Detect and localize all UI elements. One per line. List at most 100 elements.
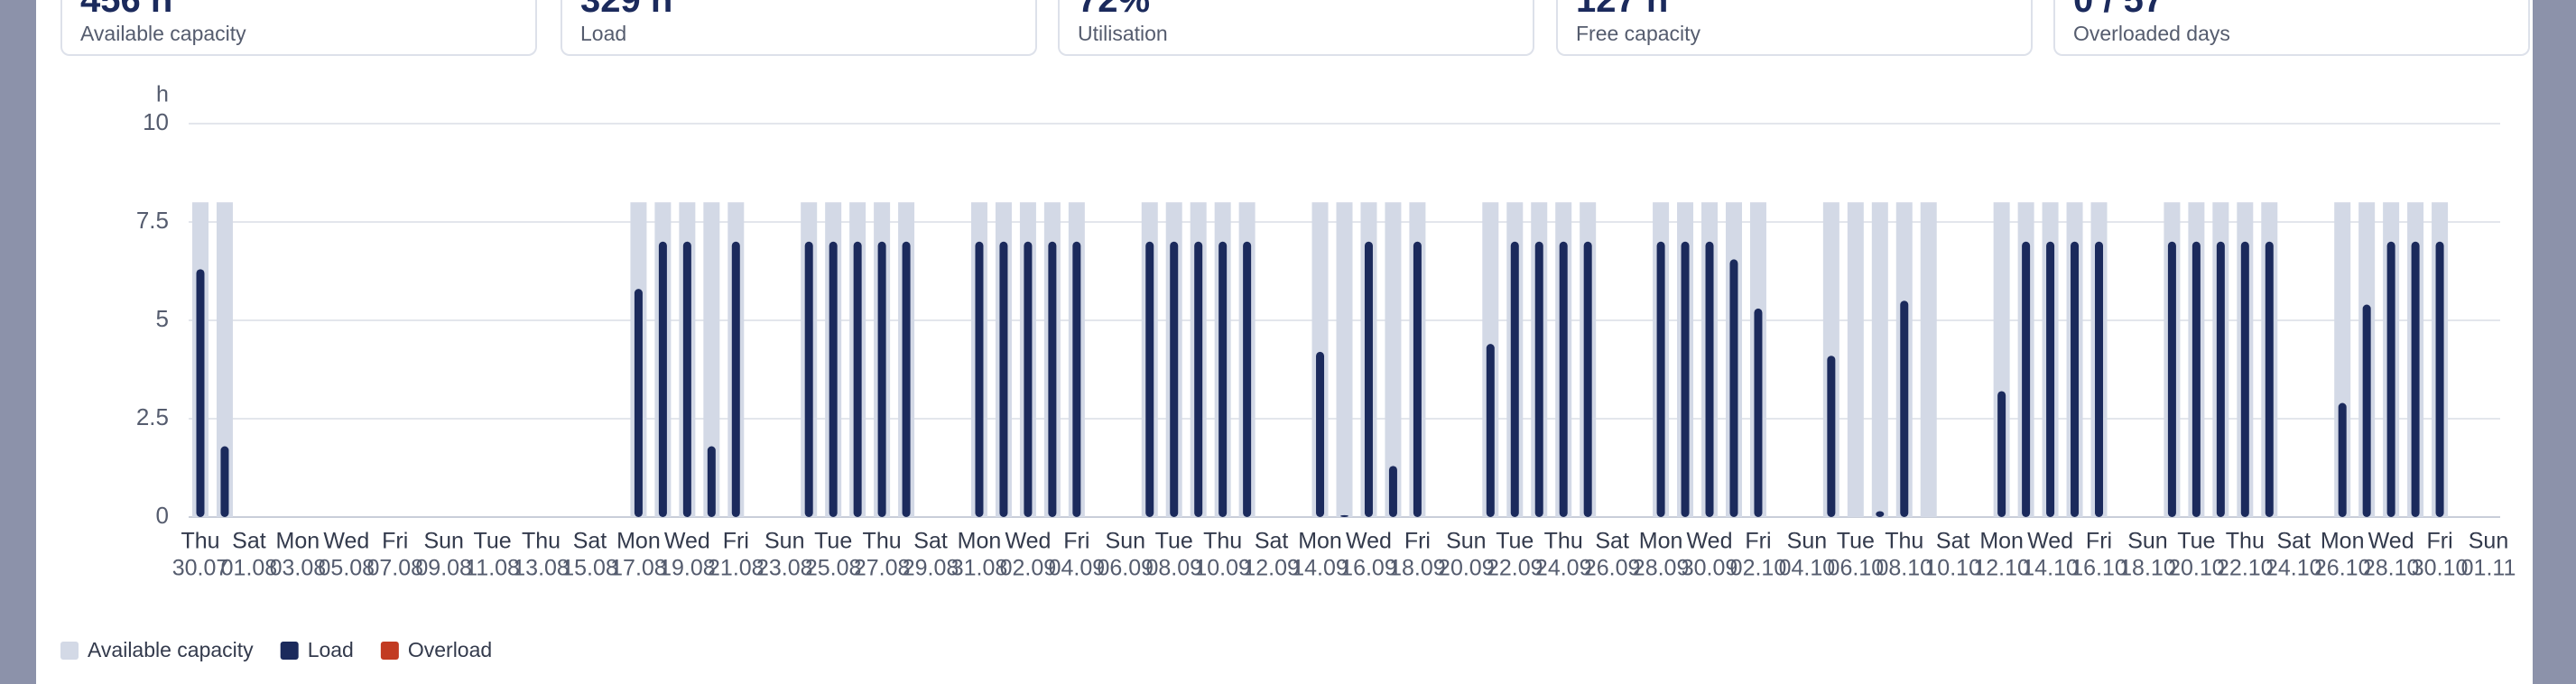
load-bar [2435,241,2444,517]
x-tick-date: 26.09 [1584,556,1641,581]
x-tick-date: 10.10 [1924,556,1981,581]
side-strip [0,0,36,684]
load-bar [1364,241,1373,517]
y-tick-label: 0 [156,502,169,529]
x-tick-weekday: Sat [1255,529,1289,554]
x-tick-date: 06.10 [1828,556,1885,581]
x-tick-weekday: Tue [1837,529,1875,554]
x-tick-date: 16.10 [2071,556,2127,581]
load-bar [2071,241,2080,517]
legend-swatch [380,642,399,660]
load-bar [1243,241,1252,517]
x-tick-date: 18.10 [2119,556,2176,581]
legend-label: Overload [408,638,492,661]
x-tick-weekday: Sun [2127,529,2167,554]
load-bar [731,241,740,517]
x-tick-date: 08.10 [1876,556,1932,581]
x-tick-date: 20.10 [2168,556,2225,581]
x-tick-date: 17.08 [610,556,667,581]
x-tick-weekday: Fri [1745,529,1771,554]
x-tick-weekday: Mon [616,529,661,554]
card-label: Free capacity [1576,22,1701,45]
load-bar [1510,241,1519,517]
capacity-bar [703,202,720,517]
x-tick-weekday: Fri [723,529,749,554]
summary-card: 329 h Load [561,0,1037,56]
x-tick-date: 14.10 [2022,556,2079,581]
load-bar [1194,241,1203,517]
x-tick-weekday: Tue [814,529,852,554]
x-tick-weekday: Wed [1346,529,1392,554]
x-tick-weekday: Sun [1446,529,1486,554]
x-tick-date: 03.08 [270,556,327,581]
x-tick-date: 13.08 [513,556,570,581]
load-bar [1997,391,2006,517]
load-bar [1170,241,1179,517]
x-tick-date: 31.08 [951,556,1008,581]
x-tick-date: 21.08 [708,556,764,581]
x-tick-weekday: Sun [423,529,463,554]
card-value: 72% [1078,0,1151,20]
legend-swatch [280,642,299,660]
load-bar [1048,241,1057,517]
load-bar [975,241,984,517]
load-bar [2216,241,2225,517]
x-tick-date: 22.09 [1487,556,1543,581]
x-tick-weekday: Wed [1687,529,1733,554]
card-value: 329 h [580,0,673,20]
x-tick-weekday: Fri [1063,529,1089,554]
capacity-bar [1847,202,1864,517]
load-bar [1729,259,1738,517]
card-value: 456 h [80,0,173,20]
legend-label: Available capacity [88,638,254,661]
load-bar [2095,241,2104,517]
x-tick-weekday: Tue [1496,529,1534,554]
load-bar [2167,241,2176,517]
x-tick-weekday: Mon [2321,529,2365,554]
x-tick-date: 30.09 [1682,556,1738,581]
x-tick-weekday: Sat [1936,529,1970,554]
capacity-bar [1336,202,1353,517]
x-tick-date: 12.09 [1243,556,1300,581]
x-tick-date: 19.08 [659,556,716,581]
legend-label: Load [308,638,354,661]
x-tick-date: 20.09 [1438,556,1495,581]
x-tick-weekday: Thu [522,529,561,554]
load-bar [707,446,716,517]
x-tick-weekday: Sun [2469,529,2508,554]
x-tick-date: 10.09 [1194,556,1251,581]
load-bar [2362,304,2371,517]
x-tick-weekday: Sat [1595,529,1629,554]
load-bar [1876,511,1885,517]
load-bar [634,289,643,517]
x-tick-weekday: Sat [913,529,948,554]
x-tick-weekday: Sun [1106,529,1145,554]
load-bar [1656,241,1665,517]
card-value: 0 / 57 [2073,0,2164,20]
x-tick-date: 09.08 [415,556,472,581]
x-tick-weekday: Mon [958,529,1002,554]
x-tick-weekday: Tue [474,529,512,554]
x-tick-date: 30.10 [2412,556,2469,581]
x-tick-date: 24.09 [1535,556,1592,581]
x-tick-date: 02.09 [1000,556,1057,581]
capacity-bar [1385,202,1402,517]
load-bar [902,241,911,517]
x-tick-date: 01.11 [2461,556,2516,581]
x-tick-date: 02.10 [1730,556,1787,581]
y-tick-label: 5 [156,305,169,332]
load-bar [2265,241,2274,517]
load-bar [2411,241,2420,517]
load-bar [220,446,229,517]
x-tick-date: 27.08 [854,556,911,581]
summary-card: 0 / 57 Overloaded days [2053,0,2530,56]
x-tick-date: 26.10 [2314,556,2371,581]
y-tick-label: 7.5 [136,207,169,234]
x-tick-date: 29.08 [903,556,959,581]
load-bar [1145,241,1154,517]
x-tick-date: 05.08 [319,556,375,581]
load-bar [877,241,886,517]
load-bar [1583,241,1592,517]
load-bar [1413,241,1422,517]
x-tick-weekday: Sun [1787,529,1827,554]
